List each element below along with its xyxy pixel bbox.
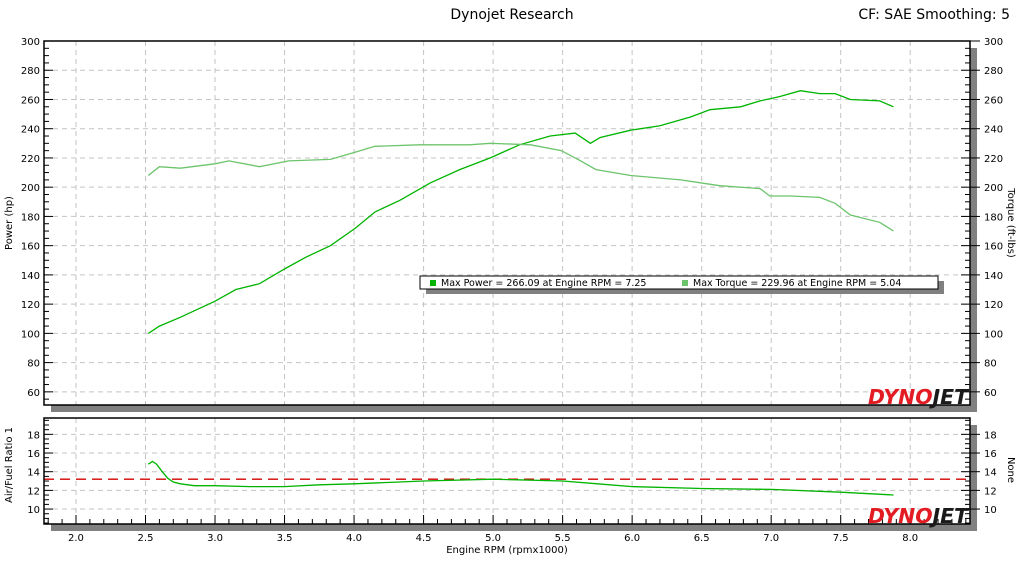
y-tick-label: 200: [21, 183, 40, 194]
power-torque-plot: 60 60 80 80 100 100 120 120 140 140 160 160 180 180 20…: [21, 37, 1003, 412]
legend: Max Power = 266.09 at Engine RPM = 7.25 …: [419, 275, 944, 294]
legend-swatch-power: [430, 280, 436, 286]
dynojet-logo-top: DYNOJET: [868, 385, 969, 409]
y2-tick-label: 18: [984, 430, 997, 441]
y-tick-label: 220: [21, 154, 40, 165]
x-axis-label: Engine RPM (rpmx1000): [446, 545, 568, 556]
y-tick-label: 80: [27, 359, 40, 370]
y2-tick-label: 280: [984, 66, 1003, 77]
y-tick-label: 12: [27, 486, 40, 497]
y-tick-label: 140: [21, 271, 40, 282]
x-tick-label: 4.5: [416, 533, 432, 544]
y2-tick-label: 180: [984, 212, 1003, 223]
y2-axis-label-none: None: [1005, 457, 1016, 483]
y2-tick-label: 16: [984, 449, 997, 460]
x-tick-label: 2.5: [138, 533, 154, 544]
legend-swatch-torque: [682, 280, 688, 286]
header-title: Dynojet Research: [450, 7, 573, 23]
logo-black-part: JET: [928, 504, 969, 528]
y2-tick-label: 300: [984, 37, 1003, 48]
logo-red-part: DYNO: [868, 385, 933, 409]
y2-tick-label: 14: [984, 468, 997, 479]
x-tick-label: 3.5: [277, 533, 293, 544]
torque-curve: [147, 142, 894, 232]
y2-tick-label: 240: [984, 125, 1003, 136]
x-tick-label: 6.0: [624, 533, 640, 544]
y2-tick-label: 60: [984, 388, 997, 399]
afr-curve: [147, 460, 894, 496]
y-tick-label: 100: [21, 329, 40, 340]
y-tick-label: 240: [21, 125, 40, 136]
y-tick-label: 18: [27, 430, 40, 441]
y2-tick-label: 10: [984, 505, 997, 516]
dynojet-logo-bottom: DYNOJET: [868, 504, 969, 528]
y-tick-label: 180: [21, 212, 40, 223]
y2-tick-label: 12: [984, 486, 997, 497]
afr-plot: 10 10 12 12 14 14 16 16 18 18 2.0 2.5 3.0 3.5 4.0 4.5 5.…: [27, 417, 997, 544]
header-info: CF: SAE Smoothing: 5: [858, 7, 1010, 23]
y-tick-label: 16: [27, 449, 40, 460]
y2-tick-label: 100: [984, 329, 1003, 340]
legend-torque: Max Torque = 229.96 at Engine RPM = 5.04: [693, 278, 901, 289]
x-tick-label: 2.0: [68, 533, 84, 544]
logo-black-part: JET: [928, 385, 969, 409]
y-axis-label-afr: Air/Fuel Ratio 1: [4, 427, 15, 503]
power-curve: [147, 90, 894, 334]
y-tick-label: 300: [21, 37, 40, 48]
plot-area: [44, 41, 970, 405]
x-tick-label: 4.0: [346, 533, 362, 544]
logo-red-part: DYNO: [868, 504, 933, 528]
x-tick-label: 7.5: [833, 533, 849, 544]
plot-area: [44, 418, 970, 524]
y2-tick-label: 220: [984, 154, 1003, 165]
y2-tick-label: 160: [984, 242, 1003, 253]
plot-border: [43, 417, 971, 525]
x-tick-label: 8.0: [902, 533, 918, 544]
y-tick-label: 160: [21, 242, 40, 253]
y-tick-label: 260: [21, 95, 40, 106]
x-tick-label: 7.0: [763, 533, 779, 544]
y2-tick-label: 120: [984, 300, 1003, 311]
y-tick-label: 10: [27, 505, 40, 516]
y2-tick-label: 140: [984, 271, 1003, 282]
y-axis-label-power: Power (hp): [4, 196, 15, 250]
x-tick-label: 5.5: [555, 533, 571, 544]
x-tick-label: 5.0: [485, 533, 501, 544]
y-tick-label: 120: [21, 300, 40, 311]
y2-tick-label: 260: [984, 95, 1003, 106]
y2-axis-label-torque: Torque (ft-lbs): [1005, 187, 1016, 258]
legend-power: Max Power = 266.09 at Engine RPM = 7.25: [441, 278, 646, 289]
plot-border: [43, 40, 971, 406]
x-tick-label: 3.0: [207, 533, 223, 544]
y2-tick-label: 200: [984, 183, 1003, 194]
y2-tick-label: 80: [984, 359, 997, 370]
x-tick-label: 6.5: [694, 533, 710, 544]
y-tick-label: 280: [21, 66, 40, 77]
y-tick-label: 14: [27, 468, 40, 479]
legend-box: [419, 275, 939, 290]
y-tick-label: 60: [27, 388, 40, 399]
